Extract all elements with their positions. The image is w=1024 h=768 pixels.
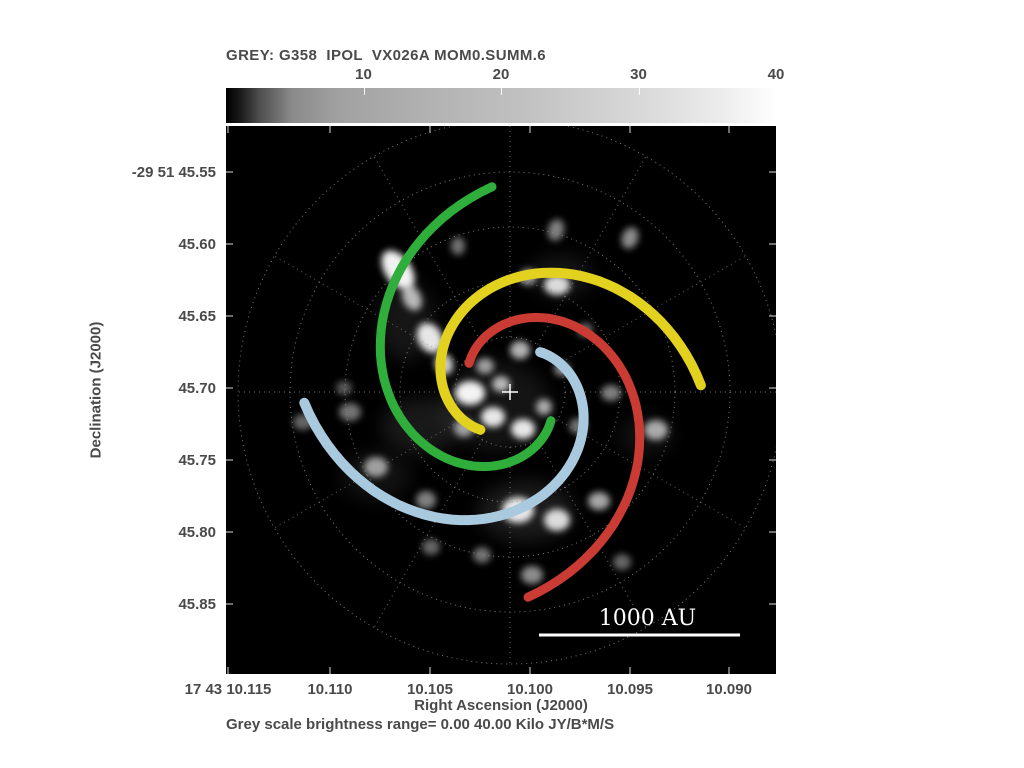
colorbar-tick-label: 40 [767, 66, 785, 83]
colorbar-tick-label: 10 [355, 66, 372, 83]
x-tick-label: 10.100 [507, 681, 553, 698]
maser-blob [613, 554, 631, 570]
y-tick-label: 45.70 [178, 380, 216, 397]
maser-blob [339, 403, 361, 421]
maser-blob [521, 566, 543, 584]
x-axis-title: Right Ascension (J2000) [414, 697, 588, 714]
colorbar-tick-mark [501, 88, 502, 95]
maser-blob [416, 491, 436, 509]
maser-blob [644, 420, 668, 440]
spiral-arm-yellow [435, 267, 706, 435]
maser-blob [416, 322, 444, 354]
grid-spoke [373, 439, 483, 628]
brightness-caption: Grey scale brightness range= 0.00 40.00 … [226, 716, 615, 733]
y-tick-label: -29 51 45.55 [131, 164, 216, 181]
y-tick-label: 45.85 [178, 596, 216, 613]
x-tick-label: 10.095 [607, 681, 653, 698]
maser-blob [544, 509, 570, 531]
maser-blob [336, 381, 352, 395]
figure-title: GREY: G358 IPOL VX026A MOM0.SUMM.6 [226, 47, 547, 64]
y-tick-label: 45.75 [178, 452, 216, 469]
maser-blob [402, 285, 422, 311]
colorbar-tick-mark [638, 88, 640, 95]
y-tick-label: 45.60 [178, 236, 216, 253]
maser-blob [588, 492, 610, 510]
maser-blob [451, 237, 465, 255]
colorbar-tick-label: 30 [630, 66, 647, 83]
spiral-arm-green [375, 182, 556, 471]
y-tick-label: 45.80 [178, 524, 216, 541]
spiral-arm-lightblue [299, 347, 589, 526]
sky-map: 1000 AU [226, 126, 776, 674]
x-tick-label: 17 43 10.115 [184, 681, 272, 698]
colorbar-tick-label: 20 [492, 66, 510, 83]
grid-spoke [274, 419, 463, 529]
maser-blob [510, 341, 530, 359]
maser-blob [455, 381, 485, 405]
maser-blob [492, 376, 510, 392]
grid-spoke [373, 156, 483, 345]
maser-blob [481, 407, 505, 427]
spiral-arm-red [464, 313, 645, 602]
grid-spoke [537, 439, 647, 628]
plot-area: 1000 AU [226, 126, 776, 674]
grid-spoke [274, 255, 463, 365]
maser-blob [621, 227, 639, 249]
grid-spoke [557, 419, 746, 529]
maser-blob [601, 385, 621, 401]
x-tick-label: 10.105 [407, 681, 453, 698]
center-cross-marker [502, 384, 518, 400]
maser-blob [536, 399, 552, 415]
y-axis-title: Declination (J2000) [87, 321, 105, 459]
maser-blob [547, 219, 565, 241]
maser-blob [476, 358, 494, 374]
x-tick-label: 10.090 [706, 681, 752, 698]
scalebar-label: 1000 AU [599, 606, 696, 631]
maser-blob [511, 419, 535, 439]
maser-blob [422, 539, 440, 555]
maser-blob [473, 547, 491, 563]
colorbar-tick-mark [363, 88, 365, 95]
x-tick-label: 10.110 [307, 681, 353, 698]
grid-spoke [557, 255, 746, 365]
y-tick-label: 45.65 [178, 308, 216, 325]
maser-blob [364, 457, 388, 477]
grid-spoke [537, 156, 647, 345]
maser-blob [544, 275, 570, 295]
